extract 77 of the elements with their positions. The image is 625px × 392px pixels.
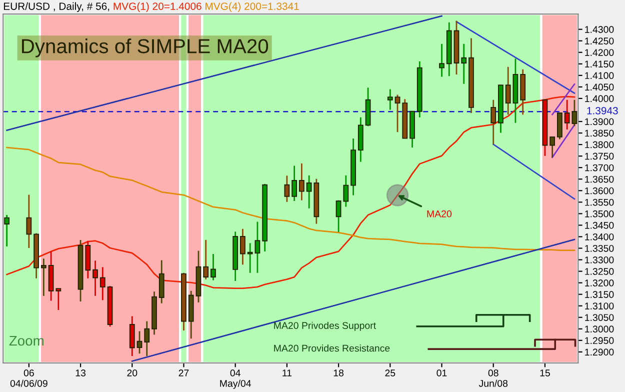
x-tick-label: 27 xyxy=(178,370,189,376)
y-tick-label: 1.3850 xyxy=(585,130,614,137)
candlestick xyxy=(284,174,290,203)
annotation: MA20 Privodes Support xyxy=(274,322,376,331)
candlestick xyxy=(4,214,10,248)
y-tick-label: 1.4150 xyxy=(585,60,614,68)
candlestick xyxy=(343,174,349,208)
candlestick xyxy=(557,112,562,140)
y-tick-label: 1.4300 xyxy=(585,26,614,33)
x-tick-label: 04 May/04 xyxy=(220,370,251,389)
y-tick-label: 1.3000 xyxy=(585,326,614,333)
candlestick xyxy=(40,258,46,297)
y-tick-label: 1.4100 xyxy=(585,72,614,80)
y-tick-label: 1.3500 xyxy=(585,210,614,218)
candlestick xyxy=(394,94,400,133)
y-tick-label: 1.4200 xyxy=(585,49,614,56)
candlestick xyxy=(26,194,32,249)
line-series xyxy=(6,96,576,290)
y-tick-label: 1.3400 xyxy=(585,233,614,240)
candlestick xyxy=(298,162,304,201)
y-tick-label: 1.3550 xyxy=(585,198,614,206)
line-series xyxy=(6,146,576,252)
candlestick xyxy=(129,316,135,357)
y-tick-label: 1.3700 xyxy=(585,164,614,172)
candlestick xyxy=(144,320,150,357)
x-tick-label: 06 04/06/09 xyxy=(10,370,48,387)
candlestick xyxy=(136,330,142,354)
y-tick-label: 1.3450 xyxy=(585,222,614,229)
y-tick-label: 1.3250 xyxy=(585,268,614,275)
x-tick-label: 11 xyxy=(282,370,292,376)
chart-title: EUR/USD , Daily, # 56, xyxy=(4,2,110,12)
x-tick-label: 08 Jun/08 xyxy=(478,370,508,387)
text: MVG(4) 200=1.3341 xyxy=(206,2,299,12)
x-tick-label: 13 xyxy=(76,370,86,376)
y-tick-label: 1.3350 xyxy=(585,244,614,252)
text: MVG(1) 20=1.4006 xyxy=(114,2,202,12)
x-tick-label: 20 xyxy=(127,370,138,376)
candlestick xyxy=(439,43,444,78)
y-tick-label: 1.3300 xyxy=(585,256,614,264)
candlestick xyxy=(240,228,246,266)
candlestick xyxy=(158,260,164,304)
y-tick-label: 1.4000 xyxy=(585,95,614,102)
y-tick-label: 1.3600 xyxy=(585,187,614,194)
y-tick-label: 1.2950 xyxy=(585,337,614,344)
y-tick-label: 1.3800 xyxy=(585,141,614,148)
candlestick xyxy=(254,221,260,274)
candlestick xyxy=(387,88,393,110)
ref-line-label: 1.3943 xyxy=(587,107,618,114)
y-tick-label: 1.2900 xyxy=(585,348,614,356)
candlestick xyxy=(56,288,62,311)
x-tick-label: 25 xyxy=(385,370,396,376)
y-tick-label: 1.4250 xyxy=(585,38,614,44)
y-tick-label: 1.3750 xyxy=(585,152,614,160)
candlestick xyxy=(247,242,253,274)
candlestick xyxy=(92,260,98,297)
candlestick xyxy=(210,253,216,281)
annotation: MA20 xyxy=(427,210,452,218)
candlestick xyxy=(490,99,496,146)
y-tick-label: 1.3650 xyxy=(585,176,614,183)
y-tick-label: 1.3200 xyxy=(585,280,614,286)
y-tick-label: 1.3050 xyxy=(585,314,614,321)
x-tick-label: 15 xyxy=(540,370,550,376)
y-tick-label: 1.3150 xyxy=(585,291,614,298)
x-tick-label: 18 xyxy=(334,370,344,376)
text: Dynamics of SIMPLE MA20 xyxy=(22,38,268,58)
y-tick-label: 1.3900 xyxy=(585,118,614,126)
candlestick xyxy=(336,200,342,233)
candlestick xyxy=(505,66,511,116)
candlestick xyxy=(203,239,209,280)
y-tick-label: 1.4050 xyxy=(585,84,614,91)
candlestick xyxy=(100,266,106,301)
annotation: MA20 Provides Resistance xyxy=(274,344,390,352)
y-tick-label: 1.3100 xyxy=(585,302,614,310)
x-tick-label: 01 xyxy=(436,370,447,376)
candlestick xyxy=(292,165,298,202)
candlestick xyxy=(550,136,556,158)
candlestick xyxy=(461,43,467,85)
